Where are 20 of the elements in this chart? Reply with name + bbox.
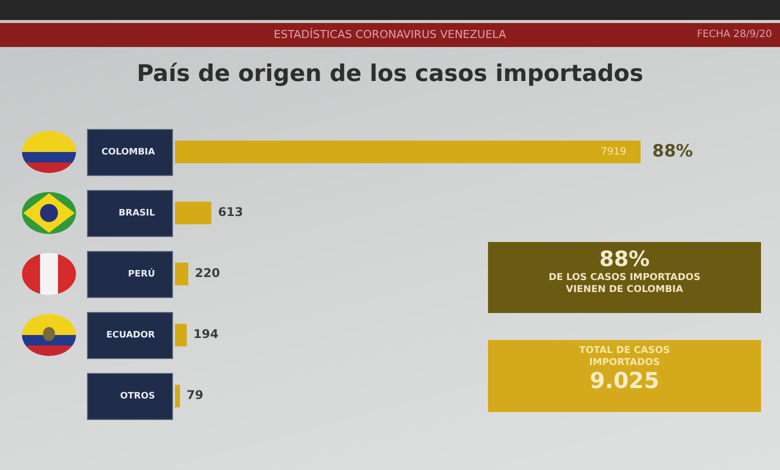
chart-title: País de origen de los casos importados <box>136 61 644 87</box>
y-tick-label: OTROS <box>120 391 155 402</box>
data-label: 613 <box>218 205 244 220</box>
info-panel: TOTAL DE CASOS IMPORTADOS 9.025 <box>488 340 761 412</box>
data-label: 7919 <box>600 146 626 158</box>
data-label: 194 <box>193 327 218 342</box>
y-tick-label: BRASIL <box>118 208 156 218</box>
annotation: TOTAL DE CASOS IMPORTADOS <box>578 345 671 369</box>
annotation: DE LOS CASOS IMPORTADOS VIENEN DE COLOMBIA <box>548 272 702 296</box>
y-tick-label: COLOMBIA <box>102 147 156 158</box>
text: ESTADÍSTICAS CORONAVIRUS VENEZUELA <box>274 28 506 41</box>
data-label: 220 <box>194 266 220 280</box>
data-label: 79 <box>186 388 204 402</box>
y-tick-label: ECUADOR <box>106 330 156 340</box>
text: FECHA 28/9/20 <box>696 28 772 42</box>
annotation: 88% <box>599 247 650 271</box>
info-panel: 88% DE LOS CASOS IMPORTADOS VIENEN DE COLOMBIA <box>488 242 761 313</box>
annotation: 88% <box>652 141 693 162</box>
annotation: 9.025 <box>590 368 660 394</box>
y-tick-label: PERÚ <box>128 267 155 280</box>
